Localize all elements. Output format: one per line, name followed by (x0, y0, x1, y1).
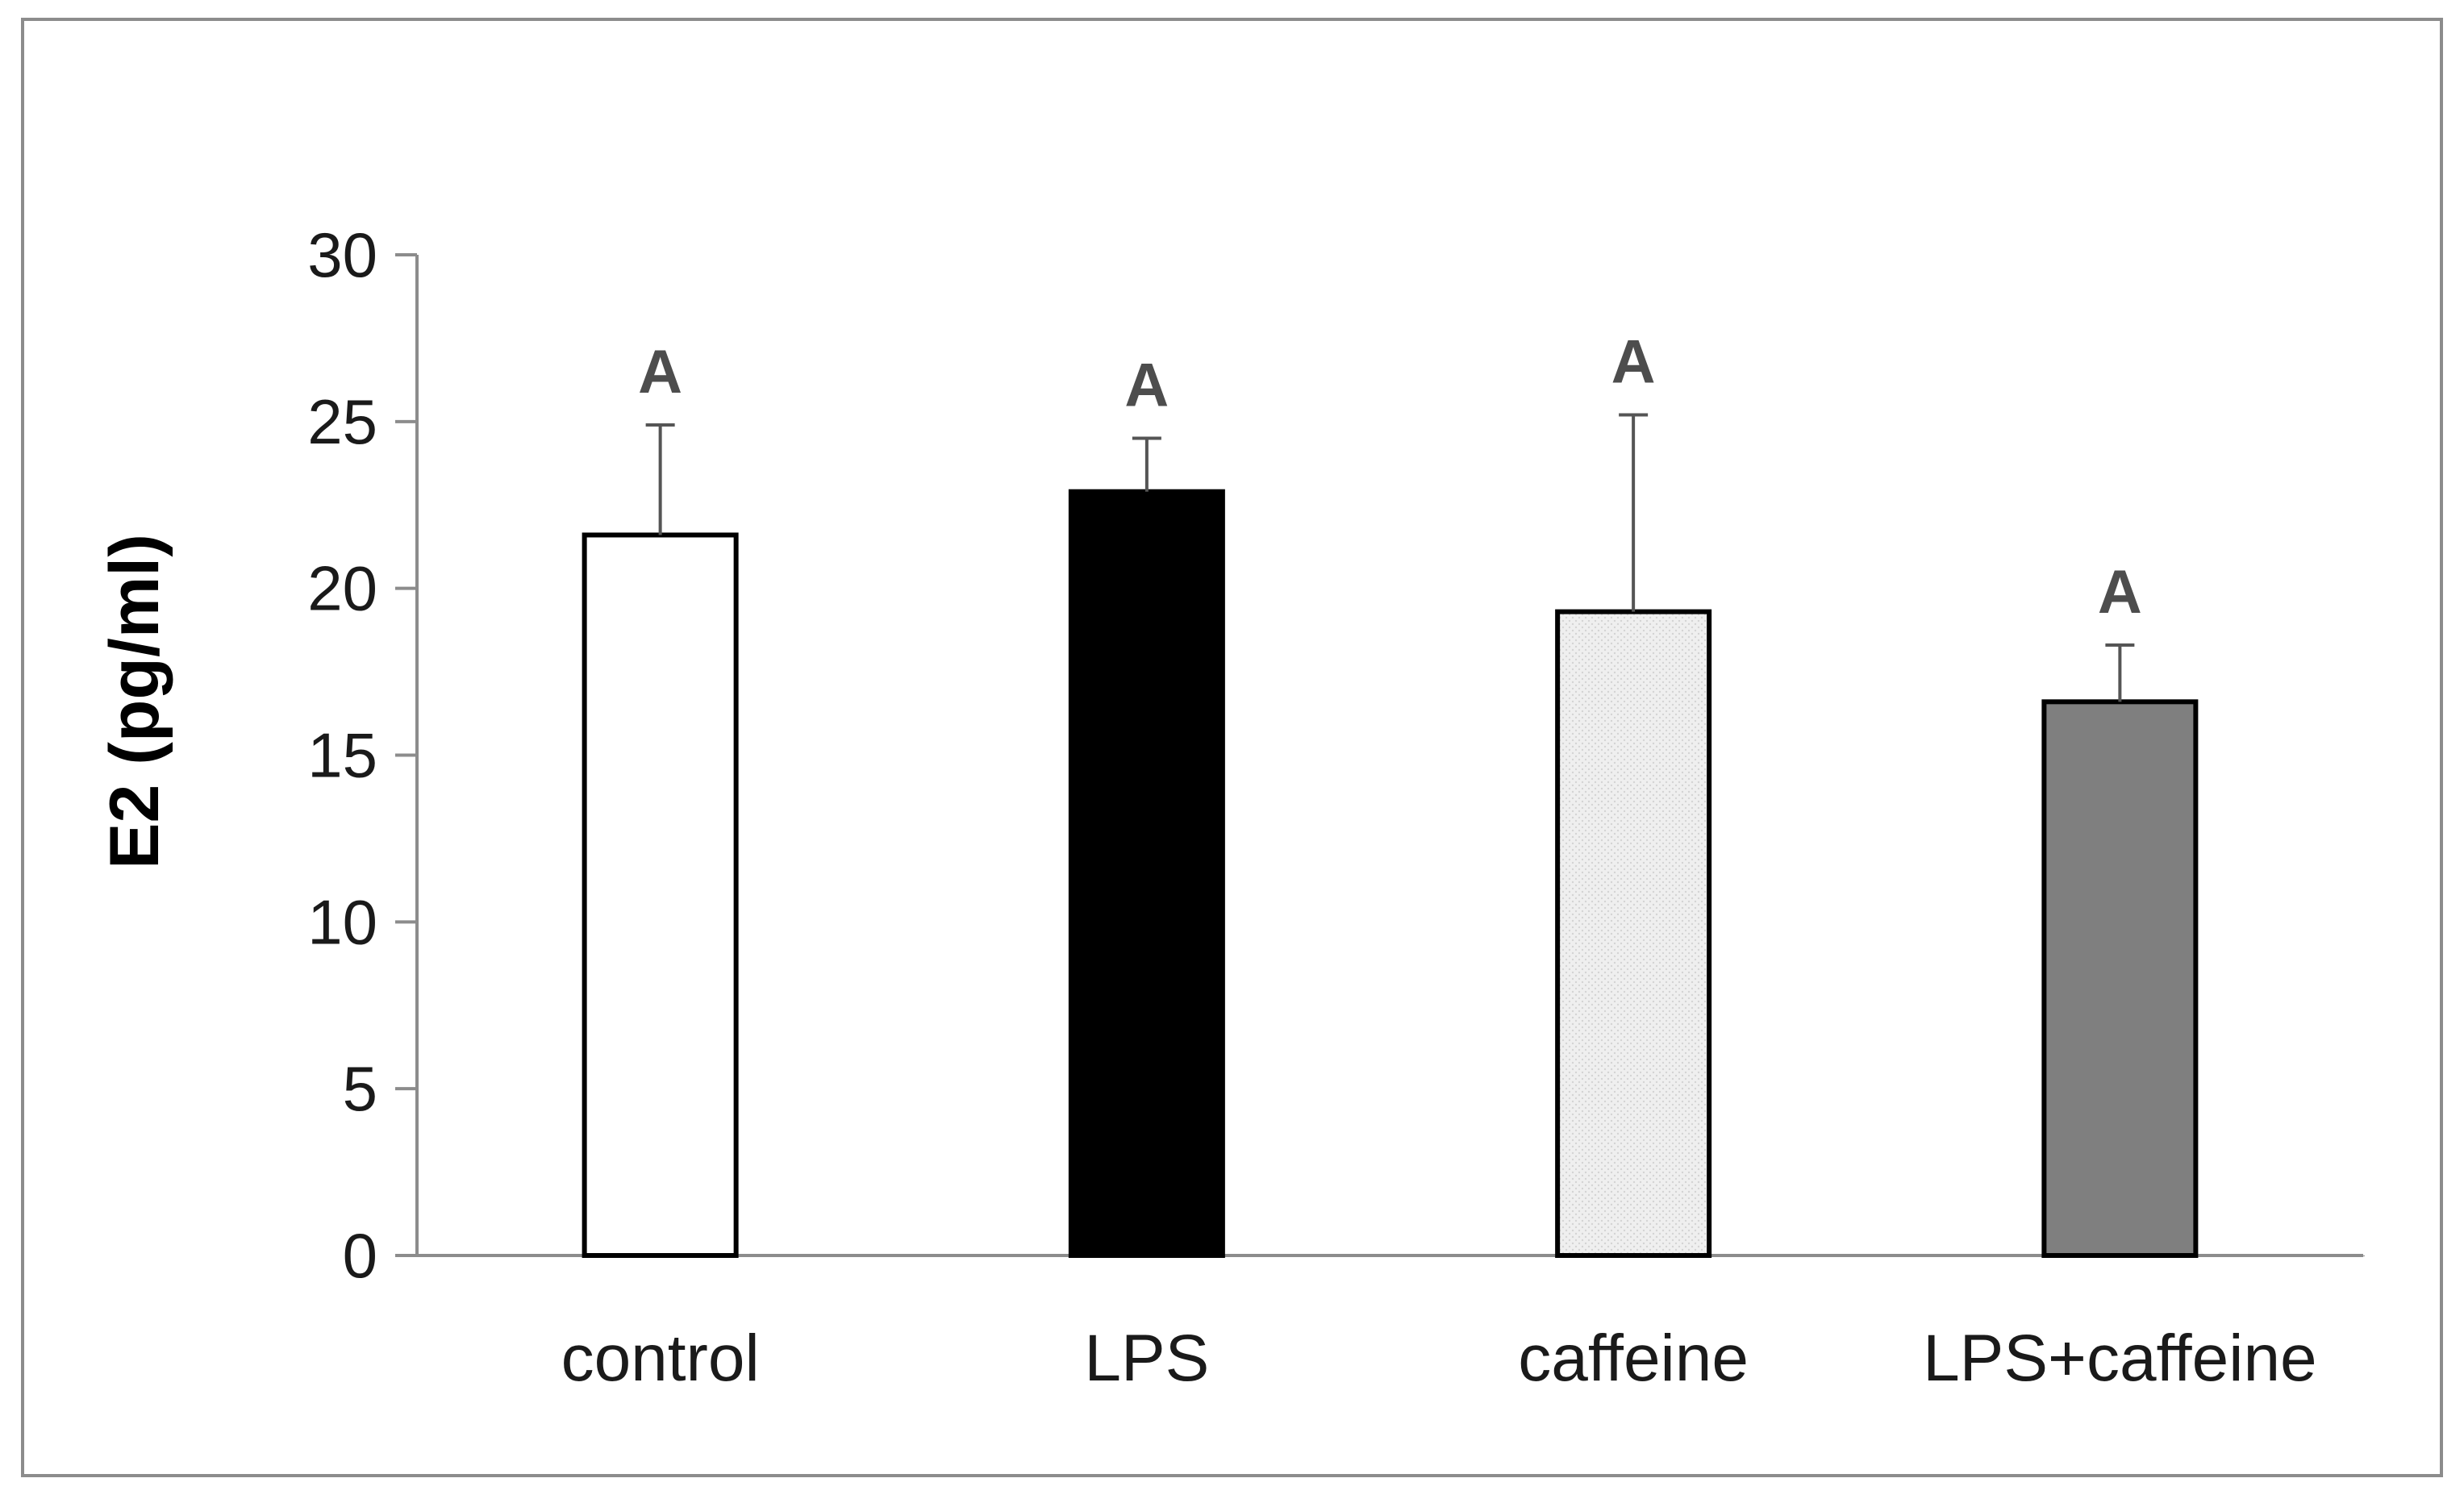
significance-label: A (1124, 352, 1169, 420)
x-tick-label: control (561, 1322, 760, 1395)
significance-label: A (638, 338, 682, 406)
y-tick-label: 20 (307, 553, 377, 624)
y-axis-label: E2 (pg/ml) (96, 534, 173, 869)
x-tick-label: LPS (1084, 1322, 1209, 1395)
error-bar-group (645, 413, 2135, 702)
x-tick-label: LPS+caffeine (1923, 1322, 2317, 1395)
significance-label-group: A A A A (638, 328, 2142, 627)
bar-lps (1068, 489, 1225, 1258)
chart-frame (21, 18, 2443, 1477)
bar-control (582, 532, 739, 1258)
y-tick-label: 25 (307, 386, 377, 457)
significance-label: A (2098, 558, 2142, 627)
bar-caffeine (1555, 609, 1712, 1258)
y-tick-label: 15 (307, 720, 377, 791)
bar-lps-caffeine (2041, 699, 2199, 1258)
x-tick-label-group: control LPS caffeine LPS+caffeine (561, 1322, 2317, 1395)
x-tick-label: caffeine (1518, 1322, 1749, 1395)
y-tick-label: 10 (307, 886, 377, 957)
y-tick-label: 0 (343, 1220, 377, 1291)
y-axis: 0 5 10 15 20 25 30 (307, 219, 419, 1291)
significance-label: A (1611, 328, 1656, 397)
y-tick-label: 5 (343, 1053, 377, 1124)
bar-group (582, 489, 2199, 1258)
y-tick-label: 30 (307, 219, 377, 290)
